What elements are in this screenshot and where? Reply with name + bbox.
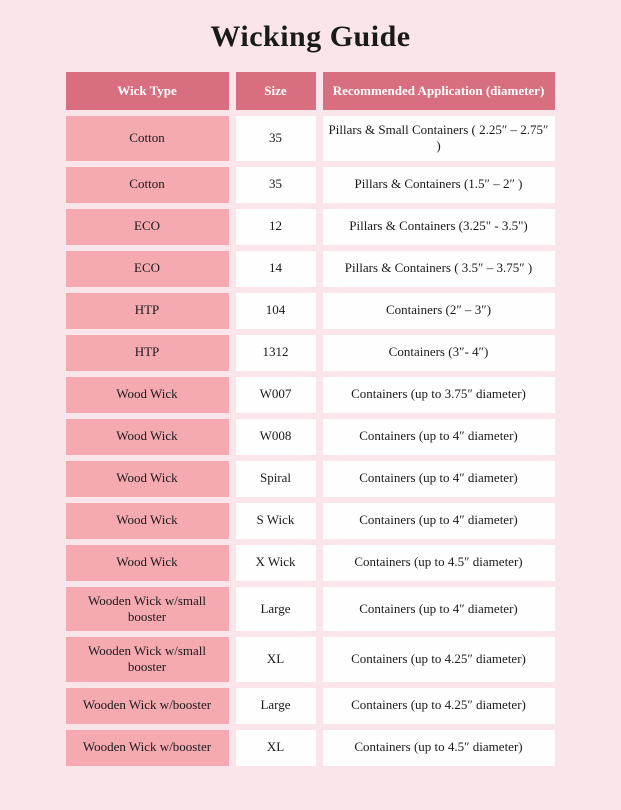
cell-wick-type: Wooden Wick w/booster [66,730,229,766]
table-header-row: Wick Type Size Recommended Application (… [66,72,556,110]
cell-size: 12 [236,209,316,245]
table-row: Wooden Wick w/small boosterLargeContaine… [66,587,556,632]
header-application: Recommended Application (diameter) [323,72,555,110]
table-row: Wooden Wick w/boosterLargeContainers (up… [66,688,556,724]
cell-wick-type: Wood Wick [66,419,229,455]
table-row: HTP104Containers (2″ – 3″) [66,293,556,329]
cell-application: Containers (up to 4″ diameter) [323,461,555,497]
cell-size: W008 [236,419,316,455]
page-title: Wicking Guide [0,20,621,54]
cell-wick-type: Wooden Wick w/booster [66,688,229,724]
cell-size: X Wick [236,545,316,581]
cell-application: Containers (up to 3.75″ diameter) [323,377,555,413]
cell-size: Large [236,688,316,724]
cell-wick-type: Wood Wick [66,503,229,539]
cell-wick-type: Wooden Wick w/small booster [66,587,229,632]
wicking-table: Wick Type Size Recommended Application (… [66,72,556,766]
table-row: HTP1312Containers (3″- 4″) [66,335,556,371]
cell-wick-type: Wood Wick [66,377,229,413]
cell-application: Pillars & Containers (3.25" - 3.5") [323,209,555,245]
cell-application: Pillars & Small Containers ( 2.25″ – 2.7… [323,116,555,161]
page: Wicking Guide Wick Type Size Recommended… [0,0,621,810]
table-row: Wooden Wick w/small boosterXLContainers … [66,637,556,682]
cell-application: Containers (up to 4.5″ diameter) [323,730,555,766]
cell-application: Containers (up to 4″ diameter) [323,503,555,539]
cell-wick-type: Cotton [66,167,229,203]
cell-wick-type: Wood Wick [66,545,229,581]
table-row: Wood WickS WickContainers (up to 4″ diam… [66,503,556,539]
header-wick-type: Wick Type [66,72,229,110]
table-row: Wooden Wick w/boosterXLContainers (up to… [66,730,556,766]
cell-wick-type: Wooden Wick w/small booster [66,637,229,682]
cell-application: Containers (up to 4.25″ diameter) [323,688,555,724]
cell-wick-type: Cotton [66,116,229,161]
cell-size: 104 [236,293,316,329]
table-row: Wood WickSpiralContainers (up to 4″ diam… [66,461,556,497]
cell-size: Large [236,587,316,632]
table-row: ECO12Pillars & Containers (3.25" - 3.5") [66,209,556,245]
table-row: Wood WickX WickContainers (up to 4.5″ di… [66,545,556,581]
cell-wick-type: HTP [66,293,229,329]
header-size: Size [236,72,316,110]
cell-application: Containers (up to 4″ diameter) [323,587,555,632]
cell-size: W007 [236,377,316,413]
cell-application: Pillars & Containers (1.5″ – 2″ ) [323,167,555,203]
cell-size: XL [236,637,316,682]
table-row: Wood WickW008Containers (up to 4″ diamet… [66,419,556,455]
table-row: Wood WickW007Containers (up to 3.75″ dia… [66,377,556,413]
cell-application: Containers (3″- 4″) [323,335,555,371]
table-row: Cotton35Pillars & Containers (1.5″ – 2″ … [66,167,556,203]
cell-size: 1312 [236,335,316,371]
cell-application: Containers (up to 4.25″ diameter) [323,637,555,682]
cell-wick-type: Wood Wick [66,461,229,497]
cell-size: Spiral [236,461,316,497]
cell-size: 35 [236,167,316,203]
cell-size: XL [236,730,316,766]
cell-wick-type: ECO [66,251,229,287]
cell-application: Pillars & Containers ( 3.5″ – 3.75″ ) [323,251,555,287]
table-row: Cotton35Pillars & Small Containers ( 2.2… [66,116,556,161]
cell-application: Containers (2″ – 3″) [323,293,555,329]
table-row: ECO14Pillars & Containers ( 3.5″ – 3.75″… [66,251,556,287]
cell-size: 14 [236,251,316,287]
cell-application: Containers (up to 4″ diameter) [323,419,555,455]
cell-application: Containers (up to 4.5″ diameter) [323,545,555,581]
cell-wick-type: ECO [66,209,229,245]
cell-wick-type: HTP [66,335,229,371]
cell-size: S Wick [236,503,316,539]
cell-size: 35 [236,116,316,161]
